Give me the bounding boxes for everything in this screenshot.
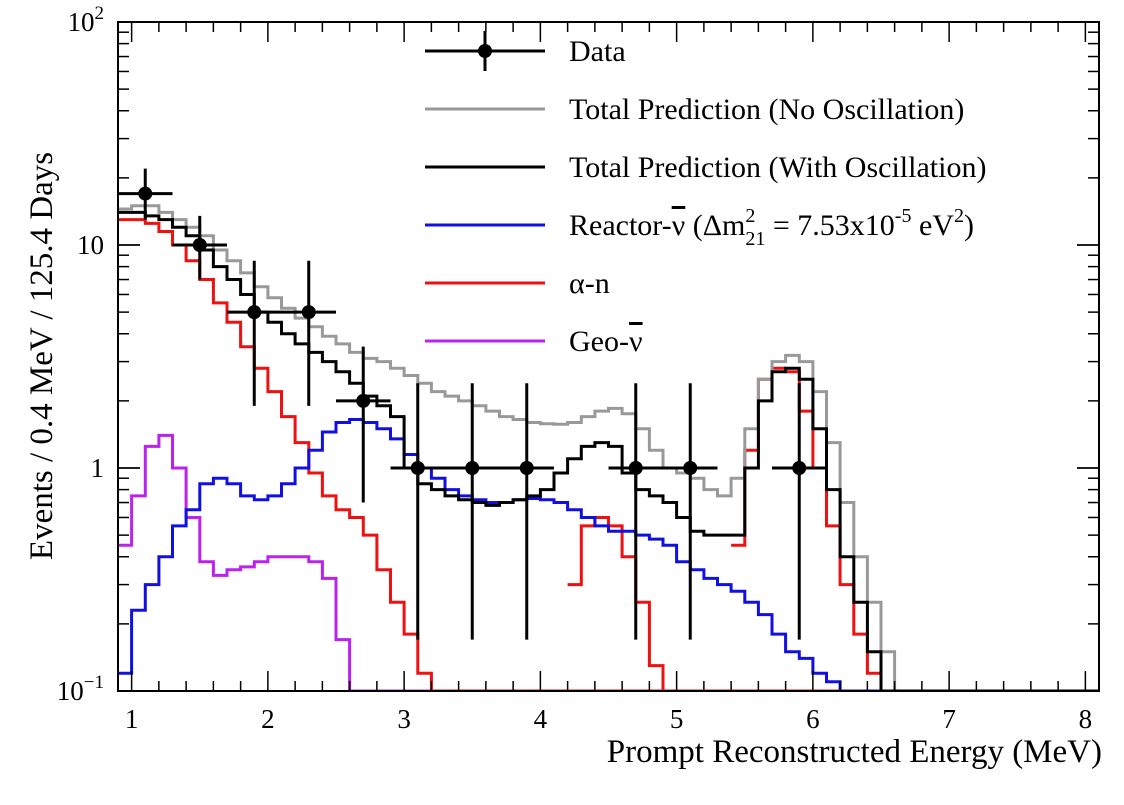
legend-label: Data	[569, 35, 626, 68]
legend-label: Total Prediction (No Oscillation)	[569, 93, 964, 126]
legend-label: α-n	[569, 267, 610, 300]
x-tick-labels: 1 2 3 4 5 6 7 8	[125, 704, 1092, 734]
x-tick-label: 3	[397, 704, 411, 734]
data-point-5	[410, 461, 425, 475]
axis-ticks	[118, 21, 1099, 692]
y-tick-label: 10	[77, 230, 104, 260]
legend-item: Reactor-ν (Δm2 21 = 7.53x10-5 eV2)	[425, 205, 974, 250]
y-tick-label: 1	[91, 453, 105, 483]
legend-item: Data	[425, 31, 626, 71]
legend-item: Total Prediction (No Oscillation)	[425, 93, 964, 126]
series-line-total-prediction-with-oscillation	[118, 210, 1099, 691]
plot-area	[118, 168, 1099, 691]
data-point-1	[192, 238, 207, 252]
data-point-6	[465, 461, 480, 475]
series-group	[118, 168, 1099, 691]
y-tick-label: 102	[68, 3, 105, 37]
legend-label: Total Prediction (With Oscillation)	[569, 151, 986, 184]
x-tick-label: 2	[261, 704, 275, 734]
legend-swatch-marker	[478, 44, 492, 58]
series-segment-n-0	[567, 516, 745, 691]
legend-item: Total Prediction (With Oscillation)	[425, 151, 986, 184]
legend-item: α-n	[425, 267, 610, 300]
y-tick-labels: 10−1 1 10 102	[57, 3, 104, 706]
legend-label: Reactor-ν (Δm2 21 = 7.53x10-5 eV2)	[569, 205, 974, 250]
x-tick-label: 4	[534, 704, 548, 734]
y-tick-label: 10−1	[57, 672, 104, 706]
data-point-3	[301, 305, 316, 320]
legend: Data Total Prediction (No Oscillation) Tot…	[425, 31, 986, 358]
legend-item: Geo-ν	[425, 325, 643, 358]
series-line-total-prediction-no-oscillation	[118, 204, 1099, 691]
x-tick-label: 6	[806, 704, 820, 734]
x-tick-label: 7	[942, 704, 956, 734]
x-tick-label: 5	[670, 704, 684, 734]
x-tick-label: 8	[1079, 704, 1093, 734]
x-tick-label: 1	[125, 704, 139, 734]
series-line-geo	[118, 433, 1099, 691]
series-line-n	[118, 218, 1099, 691]
data-point-8	[628, 461, 643, 475]
x-axis-title: Prompt Reconstructed Energy (MeV)	[607, 734, 1102, 770]
data-point-0	[138, 186, 153, 201]
data-point-9	[683, 461, 698, 475]
data-point-10	[792, 461, 807, 475]
data-point-4	[356, 393, 371, 408]
series-line-reactor-m-7-53x10-ev	[118, 418, 1099, 691]
data-point-2	[247, 305, 262, 320]
legend-label: Geo-ν	[569, 325, 643, 358]
plot-frame	[117, 21, 1100, 692]
y-axis-title: Events / 0.4 MeV / 125.4 Days	[24, 152, 60, 560]
data-point-7	[519, 461, 534, 475]
